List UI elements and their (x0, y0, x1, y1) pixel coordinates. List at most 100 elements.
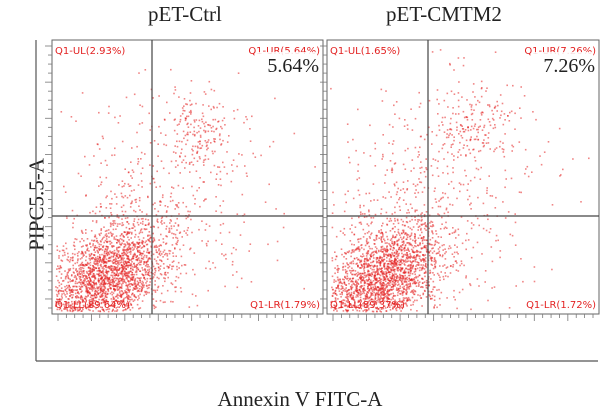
event-dot (409, 220, 411, 223)
event-dot (386, 260, 388, 262)
event-dot (192, 164, 195, 166)
event-dot (384, 197, 387, 199)
event-dot (346, 289, 348, 292)
event-dot (131, 147, 133, 149)
event-dot (431, 231, 434, 233)
event-dot (140, 277, 142, 279)
event-dot (334, 292, 337, 295)
event-dot (101, 267, 104, 269)
event-dot (402, 299, 405, 301)
event-dot (93, 302, 95, 305)
event-dot (161, 253, 163, 255)
event-dot (362, 288, 364, 291)
event-dot (93, 286, 95, 288)
event-dot (423, 171, 426, 173)
event-dot (448, 134, 450, 137)
event-dot (499, 250, 502, 252)
event-dot (109, 240, 112, 243)
event-dot (69, 309, 71, 311)
event-dot (92, 305, 94, 307)
event-dot (388, 304, 391, 307)
event-dot (142, 282, 144, 284)
event-dot (100, 296, 102, 298)
event-dot (141, 287, 144, 289)
event-dot (361, 256, 363, 258)
event-dot (389, 260, 391, 262)
event-dot (106, 293, 109, 295)
event-dot (65, 287, 68, 290)
event-dot (433, 295, 436, 298)
event-dot (392, 286, 394, 288)
event-dot (164, 205, 167, 207)
event-dot (423, 258, 425, 260)
event-dot (147, 196, 149, 199)
event-dot (401, 294, 404, 296)
event-dot (119, 277, 122, 279)
event-dot (388, 242, 390, 245)
event-dot (386, 250, 388, 253)
event-dot (114, 284, 117, 287)
event-dot (105, 245, 108, 248)
event-dot (86, 272, 88, 274)
event-dot (109, 268, 111, 270)
event-dot (148, 268, 151, 271)
event-dot (365, 308, 367, 311)
event-dot (160, 259, 162, 262)
event-dot (236, 286, 239, 289)
event-dot (74, 300, 77, 303)
event-dot (360, 263, 363, 266)
event-dot (382, 196, 384, 198)
event-dot (125, 234, 128, 236)
event-dot (398, 263, 400, 266)
event-dot (387, 277, 389, 280)
event-dot (440, 271, 442, 273)
event-dot (523, 95, 526, 97)
event-dot (376, 265, 378, 268)
event-dot (145, 261, 147, 263)
event-dot (391, 302, 394, 305)
event-dot (425, 245, 428, 247)
event-dot (383, 271, 385, 273)
event-dot (367, 285, 369, 288)
event-dot (66, 217, 68, 219)
event-dot (134, 288, 136, 290)
event-dot (362, 255, 365, 257)
event-dot (184, 119, 187, 122)
event-dot (396, 284, 399, 286)
event-dot (88, 250, 90, 252)
event-dot (343, 281, 346, 284)
event-dot (456, 246, 458, 248)
event-dot (122, 252, 125, 254)
event-dot (379, 297, 381, 300)
event-dot (153, 258, 156, 260)
event-dot (90, 246, 92, 248)
event-dot (388, 290, 390, 292)
event-dot (338, 290, 341, 292)
event-dot (339, 301, 341, 303)
event-dot (365, 293, 368, 295)
event-dot (351, 267, 353, 270)
event-dot (72, 256, 74, 258)
event-dot (362, 310, 364, 312)
event-dot (184, 117, 187, 119)
event-dot (220, 144, 222, 146)
event-dot (56, 287, 59, 289)
event-dot (90, 285, 93, 288)
event-dot (125, 262, 127, 265)
event-dot (383, 247, 385, 250)
event-dot (254, 156, 257, 158)
event-dot (149, 226, 152, 228)
event-dot (138, 242, 141, 244)
event-dot (86, 262, 89, 265)
event-dot (439, 246, 441, 249)
event-dot (107, 308, 109, 310)
event-dot (111, 300, 113, 303)
event-dot (410, 232, 413, 235)
event-dot (443, 143, 446, 145)
event-dot (88, 305, 90, 308)
event-dot (346, 270, 348, 273)
event-dot (412, 301, 415, 303)
event-dot (137, 251, 139, 253)
event-dot (372, 265, 375, 267)
event-dot (172, 260, 175, 262)
